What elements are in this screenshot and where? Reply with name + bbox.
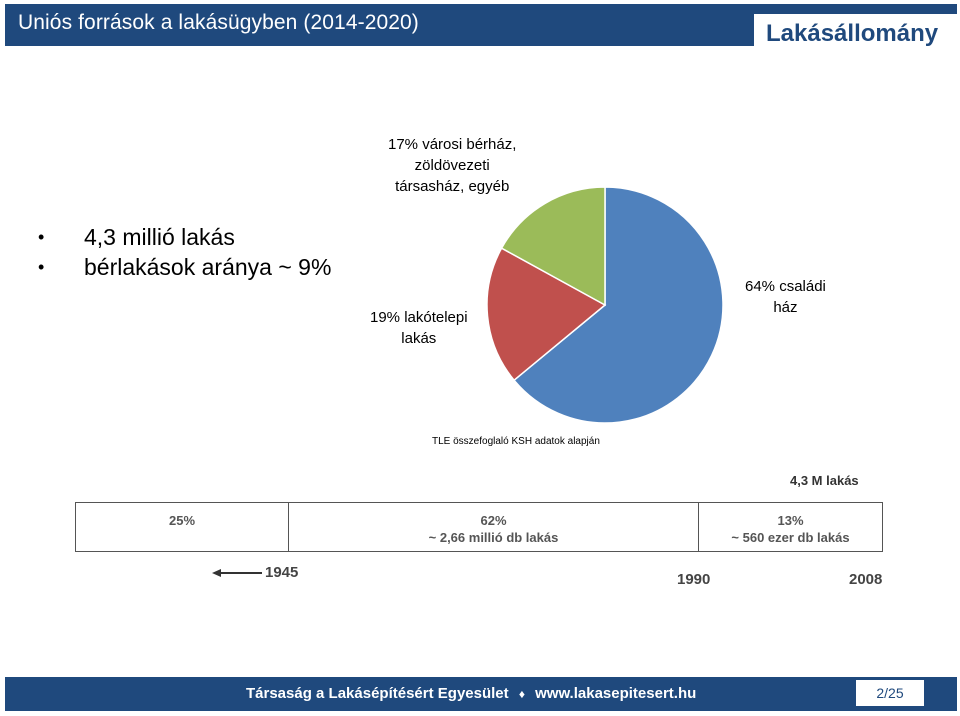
bullet-text: 4,3 millió lakás [84,224,235,250]
footer-bar: Társaság a Lakásépítésért Egyesület ♦ ww… [5,677,957,711]
pie-label-line: zöldövezeti [414,157,490,174]
timeline-segment: 62% ~ 2,66 millió db lakás [289,503,699,551]
timeline-bar: 25% 62% ~ 2,66 millió db lakás 13% ~ 560… [75,502,883,552]
total-label: 4,3 M lakás [790,473,859,488]
source-note: TLE összefoglaló KSH adatok alapján [432,436,600,447]
pie-chart [486,186,724,424]
bullet-list: • 4,3 millió lakás • bérlakások aránya ~… [38,222,331,282]
footer-text: Társaság a Lakásépítésért Egyesület ♦ ww… [246,685,696,702]
year-2008: 2008 [849,571,883,588]
pie-label-family: 64% családi ház [745,276,826,318]
bullet-icon: • [38,227,45,247]
segment-text: 25% [76,512,288,529]
segment-line: 13% [777,513,804,528]
bullet-text: bérlakások aránya ~ 9% [84,254,332,280]
section-tab: Lakásállomány [754,14,957,48]
pie-label-estate: 19% lakótelepi lakás [370,307,468,349]
segment-text: 13% ~ 560 ezer db lakás [699,512,882,546]
pie-label-line: 64% családi [745,278,826,295]
section-title: Lakásállomány [766,20,939,47]
pie-label-other: 17% városi bérház, zöldövezeti társasház… [388,134,516,197]
timeline-segment: 25% [76,503,289,551]
segment-line: ~ 2,66 millió db lakás [428,530,559,545]
timeline-segment: 13% ~ 560 ezer db lakás [699,503,882,551]
pie-label-line: 17% városi bérház, [388,136,517,153]
pie-label-line: 19% lakótelepi [370,309,468,326]
footer-org: Társaság a Lakásépítésért Egyesület [246,685,509,702]
segment-line: ~ 560 ezer db lakás [731,530,850,545]
pie-label-line: lakás [401,330,437,347]
pie-slice-1 [486,247,607,382]
segment-text: 62% ~ 2,66 millió db lakás [289,512,698,546]
segment-line: 25% [168,513,196,528]
page-number-box: 2/25 [856,680,924,706]
pie-slice-0 [513,186,724,424]
bullet-item: • bérlakások aránya ~ 9% [38,252,331,282]
pie-label-line: társasház, egyéb [395,178,510,195]
year-1990: 1990 [677,571,711,588]
footer-url[interactable]: www.lakasepitesert.hu [535,685,697,702]
pie-label-line: ház [773,299,798,316]
page-title: Uniós források a lakásügyben (2014-2020) [18,11,419,34]
segment-line: 62% [480,513,507,528]
bullet-item: • 4,3 millió lakás [38,222,331,252]
year-1945: 1945 [265,564,299,581]
pie-slice-2 [500,186,606,307]
page-number: 2/25 [876,685,904,701]
diamond-icon: ♦ [518,687,525,701]
arrow-left-icon [212,569,262,577]
bullet-icon: • [38,257,45,277]
